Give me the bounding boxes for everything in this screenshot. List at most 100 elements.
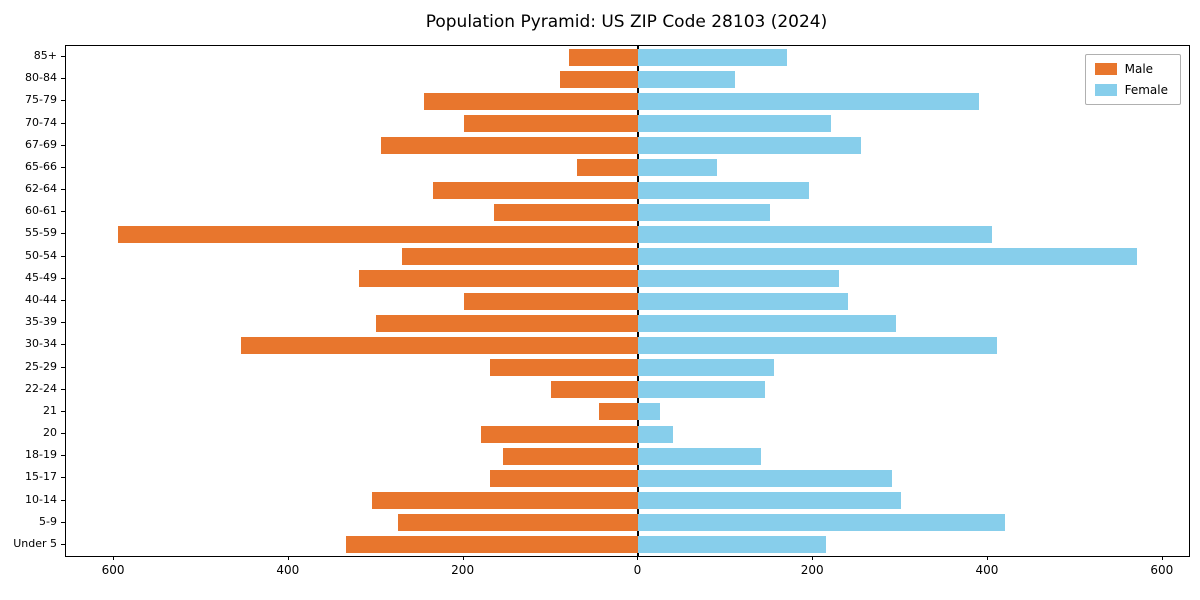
bar-male-80-84 — [559, 70, 639, 88]
ytick-label-70-74: 70-74 — [25, 115, 57, 129]
ytick-mark-67-69 — [61, 144, 65, 146]
ytick-mark-45-49 — [61, 277, 65, 279]
bar-female-22-24 — [638, 381, 766, 399]
bar-female-67-69 — [638, 137, 862, 155]
bar-female-20 — [638, 425, 674, 443]
ytick-mark-5-9 — [61, 521, 65, 523]
bar-female-75-79 — [638, 92, 980, 110]
legend-item-female: Female — [1094, 83, 1168, 97]
ytick-label-50-54: 50-54 — [25, 248, 57, 262]
ytick-mark-15-17 — [61, 477, 65, 479]
bar-female-5-9 — [638, 514, 1006, 532]
bar-male-75-79 — [424, 92, 639, 110]
ytick-mark-70-74 — [61, 122, 65, 124]
ytick-mark-62-64 — [61, 189, 65, 191]
bar-male-30-34 — [240, 336, 639, 354]
ytick-label-20: 20 — [43, 426, 57, 440]
bar-male-40-44 — [463, 292, 639, 310]
bar-female-40-44 — [638, 292, 849, 310]
bar-male-20 — [481, 425, 639, 443]
xtick-mark-200 — [462, 556, 464, 560]
bar-male-22-24 — [551, 381, 639, 399]
xtick-mark-0 — [637, 556, 639, 560]
bar-female-15-17 — [638, 469, 892, 487]
legend: Male Female — [1084, 54, 1181, 105]
chart-title: Population Pyramid: US ZIP Code 28103 (2… — [425, 12, 828, 32]
bar-female-55-59 — [638, 225, 993, 243]
bar-male-Under 5 — [345, 536, 639, 554]
bar-female-80-84 — [638, 70, 735, 88]
ytick-mark-20 — [61, 433, 65, 435]
xtick-mark-600 — [1161, 556, 1163, 560]
plot-area: Male Female — [65, 45, 1190, 557]
ytick-label-55-59: 55-59 — [25, 226, 57, 240]
xtick-label-200: 200 — [800, 563, 824, 577]
ytick-label-75-79: 75-79 — [25, 93, 57, 107]
bar-female-18-19 — [638, 447, 761, 465]
bar-female-85+ — [638, 48, 787, 66]
ytick-label-15-17: 15-17 — [25, 470, 57, 484]
ytick-mark-30-34 — [61, 344, 65, 346]
ytick-mark-75-79 — [61, 100, 65, 102]
legend-label-male: Male — [1124, 62, 1154, 76]
bar-female-60-61 — [638, 203, 770, 221]
ytick-label-22-24: 22-24 — [25, 381, 57, 395]
bar-male-35-39 — [376, 314, 639, 332]
xtick-label-600: 600 — [1150, 563, 1174, 577]
bar-female-65-66 — [638, 159, 718, 177]
ytick-mark-18-19 — [61, 455, 65, 457]
ytick-label-25-29: 25-29 — [25, 359, 57, 373]
ytick-label-5-9: 5-9 — [39, 514, 57, 528]
ytick-mark-60-61 — [61, 211, 65, 213]
female-swatch-icon — [1094, 84, 1117, 96]
bar-female-21 — [638, 403, 661, 421]
legend-label-female: Female — [1124, 83, 1168, 97]
bar-male-15-17 — [489, 469, 639, 487]
bar-female-50-54 — [638, 248, 1137, 266]
bar-male-45-49 — [358, 270, 639, 288]
bar-female-25-29 — [638, 359, 774, 377]
ytick-mark-55-59 — [61, 233, 65, 235]
xtick-label-200: 200 — [451, 563, 475, 577]
bar-male-65-66 — [577, 159, 639, 177]
xtick-mark-400 — [287, 556, 289, 560]
legend-item-male: Male — [1094, 62, 1168, 76]
bar-female-45-49 — [638, 270, 840, 288]
ytick-mark-35-39 — [61, 322, 65, 324]
ytick-mark-21 — [61, 410, 65, 412]
ytick-label-45-49: 45-49 — [25, 270, 57, 284]
bar-male-55-59 — [118, 225, 639, 243]
ytick-label-67-69: 67-69 — [25, 137, 57, 151]
xtick-mark-200 — [812, 556, 814, 560]
ytick-mark-50-54 — [61, 255, 65, 257]
bar-male-21 — [599, 403, 639, 421]
ytick-mark-Under 5 — [61, 543, 65, 545]
bar-female-62-64 — [638, 181, 809, 199]
bar-female-Under 5 — [638, 536, 827, 554]
ytick-mark-10-14 — [61, 499, 65, 501]
ytick-mark-25-29 — [61, 366, 65, 368]
xtick-label-400: 400 — [975, 563, 999, 577]
bar-male-10-14 — [371, 492, 639, 510]
bar-male-5-9 — [398, 514, 639, 532]
bar-female-10-14 — [638, 492, 901, 510]
ytick-mark-22-24 — [61, 388, 65, 390]
ytick-label-60-61: 60-61 — [25, 204, 57, 218]
bar-female-70-74 — [638, 115, 831, 133]
bar-female-35-39 — [638, 314, 897, 332]
bar-female-30-34 — [638, 336, 997, 354]
ytick-label-80-84: 80-84 — [25, 71, 57, 85]
male-swatch-icon — [1094, 63, 1117, 75]
ytick-mark-40-44 — [61, 300, 65, 301]
bar-male-67-69 — [380, 137, 639, 155]
ytick-label-Under 5: Under 5 — [13, 536, 57, 550]
ytick-label-40-44: 40-44 — [25, 293, 57, 306]
bar-male-18-19 — [502, 447, 639, 465]
xtick-mark-600 — [113, 556, 115, 560]
bar-male-25-29 — [489, 359, 639, 377]
bar-male-62-64 — [433, 181, 639, 199]
bar-male-85+ — [568, 48, 639, 66]
ytick-mark-85+ — [61, 56, 65, 58]
ytick-label-85+: 85+ — [33, 49, 57, 63]
